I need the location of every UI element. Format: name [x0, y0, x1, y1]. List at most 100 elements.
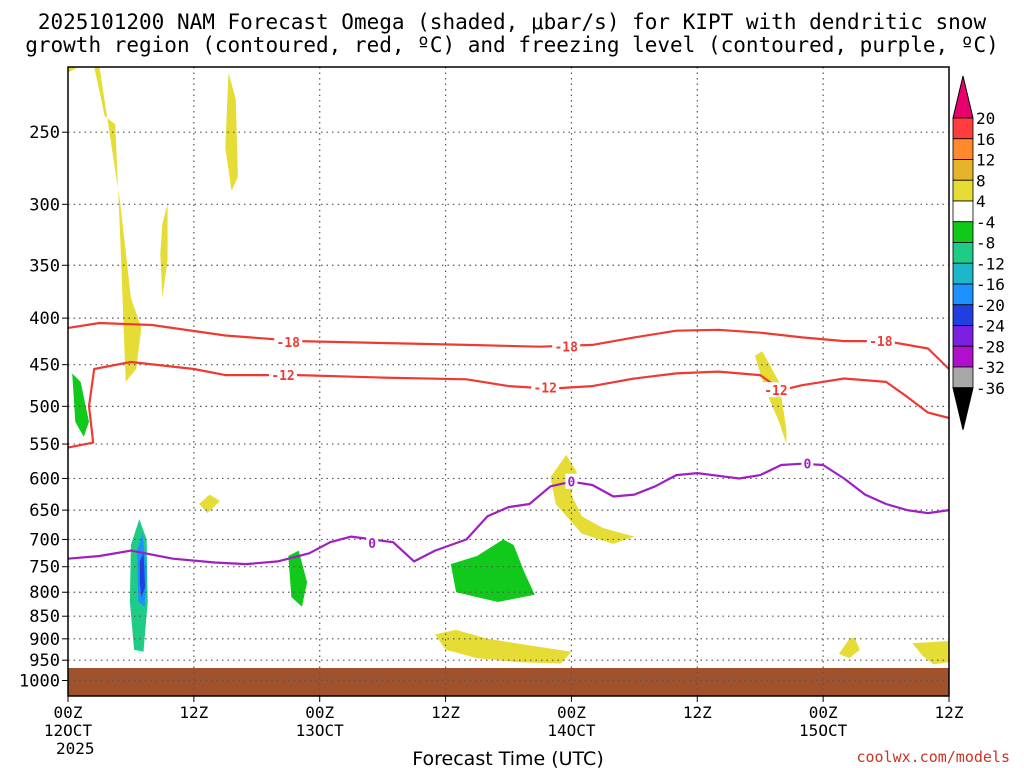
- y-tick-label-900: 900: [29, 630, 60, 650]
- colorbar-label-5: -4: [976, 213, 995, 232]
- colorbar-label-11: -28: [976, 337, 1005, 356]
- contour-label-freezing_0C-0: 0: [368, 537, 376, 552]
- y-tick-label-800: 800: [29, 583, 60, 603]
- contour-label-bg-freezing_0C-1: [565, 473, 578, 489]
- omega-pos-upper-left: [68, 67, 142, 382]
- contour-label-bg-freezing_0C-2: [801, 455, 814, 471]
- y-tick-label-550: 550: [29, 435, 60, 455]
- contour-label-bg-dgz_-18C-0: [274, 334, 303, 350]
- x-tick-label-h0-0: 00Z: [54, 703, 83, 722]
- x-tick-label-h0-2: 2025: [56, 739, 95, 758]
- colorbar-segment-5: [952, 221, 974, 243]
- omega-pos-right-low1: [838, 637, 860, 659]
- omega-neg-small-low: [165, 616, 232, 652]
- x-tick-label-h36-0: 12Z: [431, 703, 460, 722]
- ground-surface: [68, 668, 949, 696]
- colorbar-segment-7: [952, 262, 974, 285]
- contour-label-freezing_0C-2: 0: [803, 458, 811, 473]
- y-tick-label-400: 400: [29, 309, 60, 329]
- colorbar-label-0: 20: [976, 109, 995, 128]
- omega-pos-tall-streak: [160, 204, 168, 298]
- y-tick-label-700: 700: [29, 530, 60, 550]
- contour-label-dgz_-12C-1: -12: [533, 382, 556, 397]
- omega-pos-right-upper: [755, 351, 787, 444]
- omega-pos-low-band: [435, 629, 572, 664]
- grid-layer: [68, 67, 949, 696]
- y-tick-label-500: 500: [29, 397, 60, 417]
- contour-label-bg-dgz_-18C-2: [866, 333, 895, 349]
- y-tick-label-600: 600: [29, 469, 60, 489]
- contour-label-bg-dgz_-12C-2: [761, 382, 790, 398]
- contour-label-bg-dgz_-12C-1: [531, 379, 560, 395]
- colorbar-segment-6: [952, 242, 974, 264]
- x-tick-label-h12-0: 12Z: [179, 703, 208, 722]
- y-tick-label-750: 750: [29, 558, 60, 578]
- colorbar-bottom-triangle: [952, 387, 974, 430]
- contour-label-bg-dgz_-12C-0: [269, 367, 298, 383]
- colorbar-segment-4: [952, 200, 974, 223]
- colorbar-segment-0: [952, 117, 974, 140]
- y-tick-label-250: 250: [29, 123, 60, 143]
- colorbar-segment-10: [952, 325, 974, 347]
- colorbar-segment-8: [952, 283, 974, 306]
- contour-label-bg-freezing_0C-0: [366, 534, 379, 550]
- y-tick-label-350: 350: [29, 256, 60, 276]
- contour-layer: -18 -18 -18 -12 -12 -12 0 0 0: [67, 321, 950, 566]
- contour-label-freezing_0C-1: 0: [568, 476, 576, 491]
- colorbar-label-9: -20: [976, 296, 1005, 315]
- omega-pos-mid-blob: [550, 454, 635, 544]
- credit-link[interactable]: coolwx.com/models: [856, 748, 1010, 766]
- y-axis: 250 300 350 400 450 500 550 600 650 700 750 800 850 9…: [19, 123, 68, 691]
- x-tick-label-h60-0: 12Z: [683, 703, 712, 722]
- x-tick-label-h24-0: 00Z: [305, 703, 334, 722]
- x-tick-label-h72-0: 00Z: [809, 703, 838, 722]
- omega-neg-right-core: [450, 539, 535, 602]
- colorbar-label-2: 12: [976, 151, 995, 170]
- contour-label-dgz_-18C-1: -18: [554, 341, 578, 356]
- contour-label-dgz_-18C-0: -18: [277, 336, 301, 351]
- y-tick-label-450: 450: [29, 356, 60, 376]
- colorbar-label-13: -36: [976, 379, 1005, 398]
- x-tick-label-h72-1: 15OCT: [799, 721, 848, 740]
- contour-dgz_-12C: [67, 360, 950, 449]
- contour-freezing_0C: [67, 462, 950, 566]
- colorbar-label-7: -12: [976, 254, 1005, 273]
- omega-neg-main-core: [139, 553, 146, 598]
- colorbar-segment-9: [952, 304, 974, 326]
- colorbar-label-6: -8: [976, 234, 995, 253]
- colorbar-top-triangle: [952, 75, 974, 119]
- colorbar-label-1: 16: [976, 130, 995, 149]
- omega-neg-left-upper-core: [72, 373, 89, 437]
- colorbar-segment-11: [952, 345, 974, 368]
- omega-neg-mid-small: [351, 513, 378, 540]
- contour-label-bg-dgz_-18C-1: [552, 338, 581, 354]
- chart-title-line-2: growth region (contoured, red, ºC) and f…: [25, 33, 999, 57]
- omega-pos-upper-mid: [225, 72, 238, 191]
- y-tick-label-650: 650: [29, 501, 60, 521]
- x-tick-label-h48-1: 14OCT: [547, 721, 596, 740]
- colorbar: 20 16 128 4 -4 -8-12 -16 -20 -24-28 -32 -36: [952, 75, 1005, 430]
- colorbar-label-3: 8: [976, 171, 986, 190]
- x-tick-label-h24-1: 13OCT: [296, 721, 345, 740]
- x-tick-label-h48-0: 00Z: [557, 703, 586, 722]
- colorbar-segment-2: [952, 159, 974, 181]
- contour-dgz_-18C: [67, 321, 950, 370]
- colorbar-segment-12: [952, 366, 974, 389]
- omega-pos-right-low2: [912, 641, 949, 665]
- contour-label-dgz_-12C-0: -12: [271, 369, 294, 384]
- y-tick-label-850: 850: [29, 607, 60, 627]
- omega-neg-low-left: [68, 533, 126, 630]
- x-tick-label-h0-1: 12OCT: [44, 721, 93, 740]
- colorbar-label-8: -16: [976, 275, 1005, 294]
- colorbar-segment-1: [952, 138, 974, 160]
- y-tick-label-950: 950: [29, 651, 60, 671]
- x-tick-label-h84-0: 12Z: [935, 703, 964, 722]
- chart-title-line-1: 2025101200 NAM Forecast Omega (shaded, μ…: [37, 10, 987, 34]
- y-tick-label-300: 300: [29, 195, 60, 215]
- contour-label-dgz_-12C-2: -12: [764, 384, 787, 399]
- colorbar-segment-3: [952, 179, 974, 202]
- colorbar-label-4: 4: [976, 192, 986, 211]
- omega-neg-small-drop: [447, 429, 460, 465]
